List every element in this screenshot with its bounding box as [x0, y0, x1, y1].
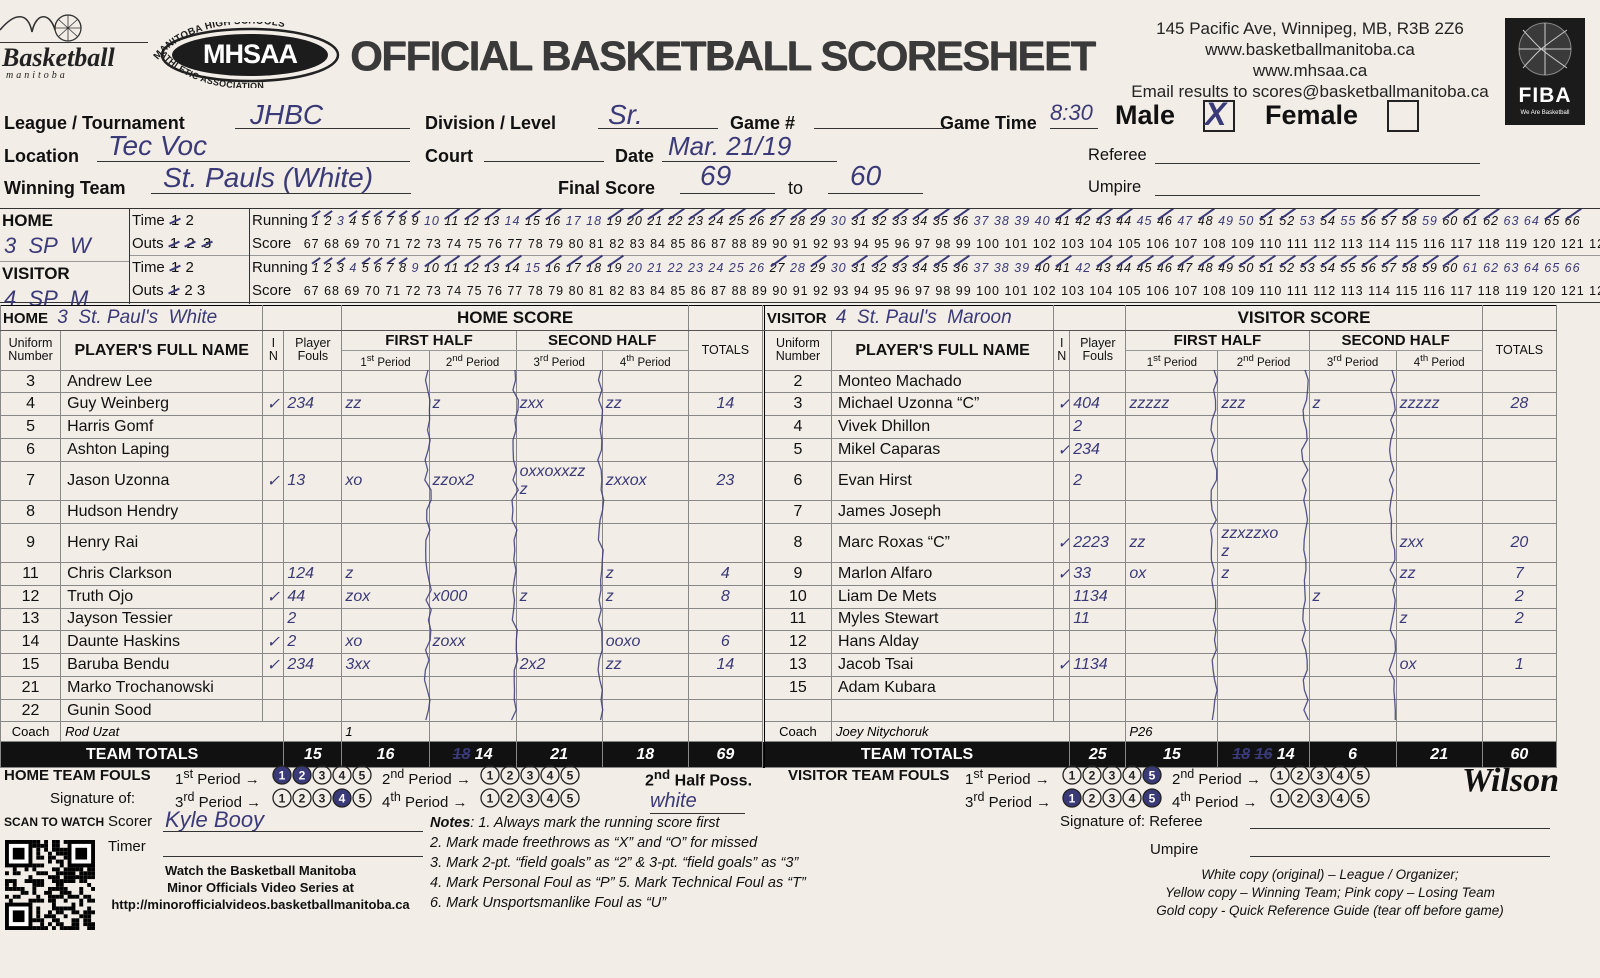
svg-text:3: 3 [1109, 769, 1116, 783]
svg-text:3: 3 [1317, 769, 1324, 783]
svg-text:2: 2 [1089, 792, 1096, 806]
svg-text:5: 5 [1149, 792, 1156, 806]
svg-text:1: 1 [487, 769, 494, 783]
svg-text:4: 4 [339, 792, 346, 806]
svg-text:4: 4 [1337, 769, 1344, 783]
svg-text:3: 3 [1317, 792, 1324, 806]
svg-text:2: 2 [507, 769, 514, 783]
svg-text:2: 2 [507, 792, 514, 806]
svg-text:5: 5 [567, 769, 574, 783]
svg-text:1: 1 [1277, 792, 1284, 806]
svg-text:5: 5 [359, 792, 366, 806]
svg-text:2: 2 [299, 792, 306, 806]
svg-text:4: 4 [547, 792, 554, 806]
svg-text:4: 4 [1337, 792, 1344, 806]
svg-text:5: 5 [359, 769, 366, 783]
svg-text:MHSAA: MHSAA [203, 39, 297, 69]
svg-text:3: 3 [527, 769, 534, 783]
svg-text:5: 5 [1357, 769, 1364, 783]
svg-text:1: 1 [279, 769, 286, 783]
svg-text:3: 3 [527, 792, 534, 806]
svg-text:3: 3 [319, 769, 326, 783]
svg-text:4: 4 [547, 769, 554, 783]
svg-text:1: 1 [487, 792, 494, 806]
svg-text:5: 5 [1357, 792, 1364, 806]
svg-text:3: 3 [1109, 792, 1116, 806]
svg-text:1: 1 [279, 792, 286, 806]
svg-text:3: 3 [319, 792, 326, 806]
svg-text:2: 2 [1297, 792, 1304, 806]
svg-text:4: 4 [1129, 769, 1136, 783]
svg-text:2: 2 [1297, 769, 1304, 783]
svg-text:1: 1 [1069, 792, 1076, 806]
svg-text:2: 2 [1089, 769, 1096, 783]
svg-text:1: 1 [1069, 769, 1076, 783]
svg-text:4: 4 [339, 769, 346, 783]
svg-text:1: 1 [1277, 769, 1284, 783]
svg-text:2: 2 [299, 769, 306, 783]
svg-text:4: 4 [1129, 792, 1136, 806]
svg-text:5: 5 [567, 792, 574, 806]
svg-text:5: 5 [1149, 769, 1156, 783]
